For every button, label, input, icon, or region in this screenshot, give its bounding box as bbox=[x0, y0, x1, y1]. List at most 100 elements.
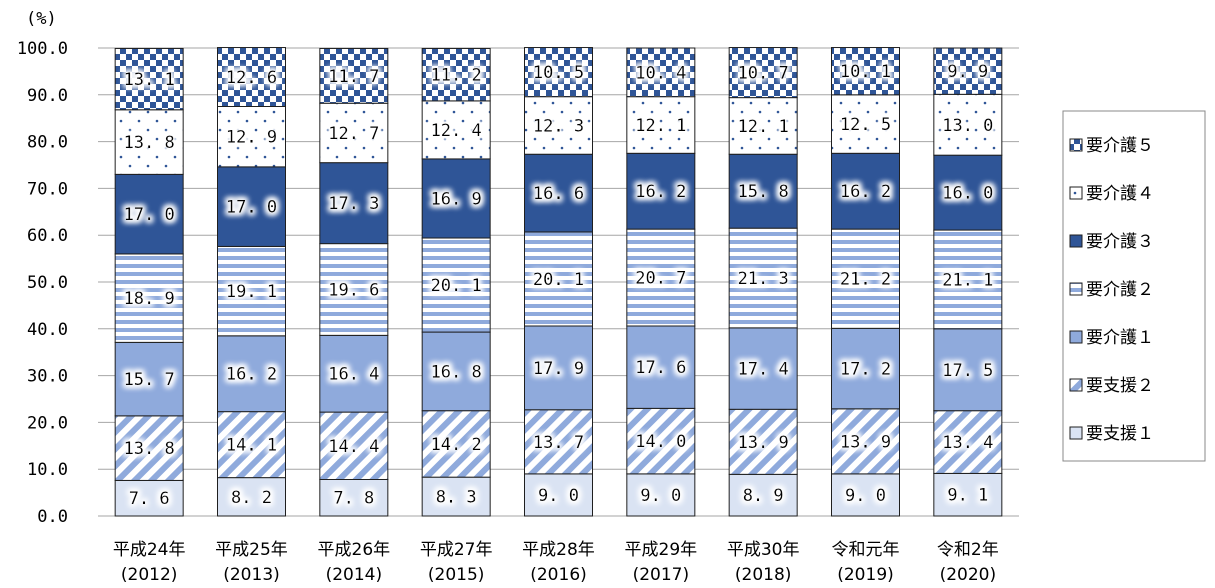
data-label: 16. 2 bbox=[635, 182, 686, 202]
data-label: 12. 3 bbox=[533, 116, 584, 136]
data-label: 17. 0 bbox=[226, 198, 277, 218]
x-category-label: 平成30年 bbox=[727, 540, 800, 560]
data-label: 21. 2 bbox=[840, 270, 891, 290]
y-tick-label: 50.0 bbox=[27, 273, 68, 293]
data-label: 19. 6 bbox=[328, 280, 379, 300]
data-label: 13. 0 bbox=[942, 116, 993, 136]
bar-segment bbox=[524, 231, 593, 327]
legend-label: 要介護３ bbox=[1086, 232, 1154, 252]
data-label: 8. 9 bbox=[743, 486, 784, 506]
bar-segment bbox=[831, 228, 900, 329]
bar-segment bbox=[728, 327, 798, 410]
bar-segment bbox=[217, 166, 286, 247]
x-category-year: (2016) bbox=[530, 565, 587, 585]
data-label: 16. 8 bbox=[431, 362, 482, 382]
bar-segment bbox=[114, 341, 184, 417]
data-label: 17. 9 bbox=[533, 359, 584, 379]
x-category-year: (2017) bbox=[633, 565, 690, 585]
bar-segment bbox=[728, 408, 798, 475]
data-labels: 7. 6 13. 8 15. 7 18. 9 17. 0 13. 8 13. 1 8. 2 14… bbox=[124, 62, 994, 509]
x-category-label: 平成29年 bbox=[625, 540, 698, 560]
bar-segment bbox=[114, 173, 184, 255]
data-label: 19. 1 bbox=[226, 282, 277, 302]
data-label: 16. 4 bbox=[328, 365, 379, 385]
data-label: 20. 1 bbox=[431, 276, 482, 296]
legend-label: 要支援２ bbox=[1086, 376, 1154, 396]
x-category-label: 平成28年 bbox=[522, 540, 595, 560]
data-label: 10. 5 bbox=[533, 63, 584, 83]
bar-segment bbox=[626, 47, 696, 98]
x-category-year: (2012) bbox=[121, 565, 178, 585]
data-label: 12. 1 bbox=[738, 117, 789, 137]
x-category-label: 令和2年 bbox=[937, 540, 999, 560]
bar-segment bbox=[831, 152, 900, 230]
bar-segment bbox=[319, 243, 389, 336]
legend-swatch bbox=[1069, 330, 1083, 344]
bar-segment bbox=[524, 96, 593, 155]
data-label: 17. 0 bbox=[124, 205, 175, 225]
data-label: 9. 0 bbox=[640, 486, 681, 506]
legend: 要介護５ 要介護４ 要介護３ 要介護２ 要介護１ 要支援２ 要支援１ bbox=[1062, 110, 1206, 462]
x-category-label: 平成26年 bbox=[318, 540, 391, 560]
bar-segment bbox=[217, 411, 286, 479]
data-label: 17. 3 bbox=[328, 194, 379, 214]
legend-swatch bbox=[1069, 234, 1083, 248]
data-label: 9. 1 bbox=[947, 486, 988, 506]
data-label: 14. 0 bbox=[635, 432, 686, 452]
legend-swatch bbox=[1069, 186, 1083, 200]
data-label: 18. 9 bbox=[124, 289, 175, 309]
x-category-year: (2013) bbox=[223, 565, 280, 585]
data-label: 13. 9 bbox=[840, 432, 891, 452]
data-label: 7. 6 bbox=[129, 489, 170, 509]
x-axis-categories: 平成24年 (2012) 平成25年 (2013) 平成26年 (2014) 平成27年 (2… bbox=[113, 540, 999, 585]
bar-segment bbox=[831, 94, 900, 154]
bar-segment bbox=[626, 228, 696, 327]
bar-segment bbox=[319, 47, 389, 104]
bar-segment bbox=[319, 478, 389, 517]
bar-segment bbox=[933, 154, 1003, 231]
bar-segment bbox=[114, 415, 184, 481]
bar-segment bbox=[217, 47, 286, 107]
data-label: 12. 4 bbox=[431, 121, 482, 141]
bar-segment bbox=[728, 97, 798, 155]
bar-segment bbox=[933, 229, 1003, 330]
legend-swatch bbox=[1069, 426, 1083, 440]
bar-segment bbox=[626, 152, 696, 230]
bar-segment bbox=[933, 472, 1003, 517]
data-label: 13. 7 bbox=[533, 433, 584, 453]
bar-segment bbox=[831, 47, 900, 96]
data-label: 13. 8 bbox=[124, 133, 175, 153]
x-category-label: 平成25年 bbox=[215, 540, 288, 560]
y-axis-unit-label: (%) bbox=[26, 9, 57, 29]
data-label: 10. 4 bbox=[635, 63, 686, 83]
bar-segment bbox=[421, 237, 491, 333]
bar-segment bbox=[626, 473, 696, 517]
data-label: 14. 1 bbox=[226, 436, 277, 456]
y-tick-label: 0.0 bbox=[37, 507, 68, 527]
data-label: 17. 2 bbox=[840, 360, 891, 380]
bar-segment bbox=[114, 253, 184, 343]
bar-segment bbox=[217, 106, 286, 168]
bar-segment bbox=[524, 47, 593, 98]
bar-segment bbox=[421, 100, 491, 160]
data-label: 16. 9 bbox=[431, 189, 482, 209]
data-label: 9. 0 bbox=[538, 486, 579, 506]
legend-label: 要介護２ bbox=[1086, 280, 1154, 300]
data-label: 17. 5 bbox=[942, 361, 993, 381]
bar-segment bbox=[217, 245, 286, 337]
data-label: 21. 3 bbox=[738, 269, 789, 289]
legend-frame bbox=[1062, 110, 1206, 462]
data-label: 10. 1 bbox=[840, 62, 891, 82]
bar-segment bbox=[319, 102, 389, 164]
bar-segment bbox=[524, 473, 593, 517]
bar-segment bbox=[728, 47, 798, 99]
data-label: 14. 4 bbox=[328, 437, 379, 457]
data-label: 12. 9 bbox=[226, 128, 277, 148]
y-tick-label: 80.0 bbox=[27, 133, 68, 153]
bar-segment bbox=[421, 331, 491, 412]
data-label: 11. 2 bbox=[431, 66, 482, 86]
legend-label: 要支援１ bbox=[1086, 424, 1154, 444]
bar-segment bbox=[421, 476, 491, 517]
bar-segment bbox=[626, 325, 696, 409]
